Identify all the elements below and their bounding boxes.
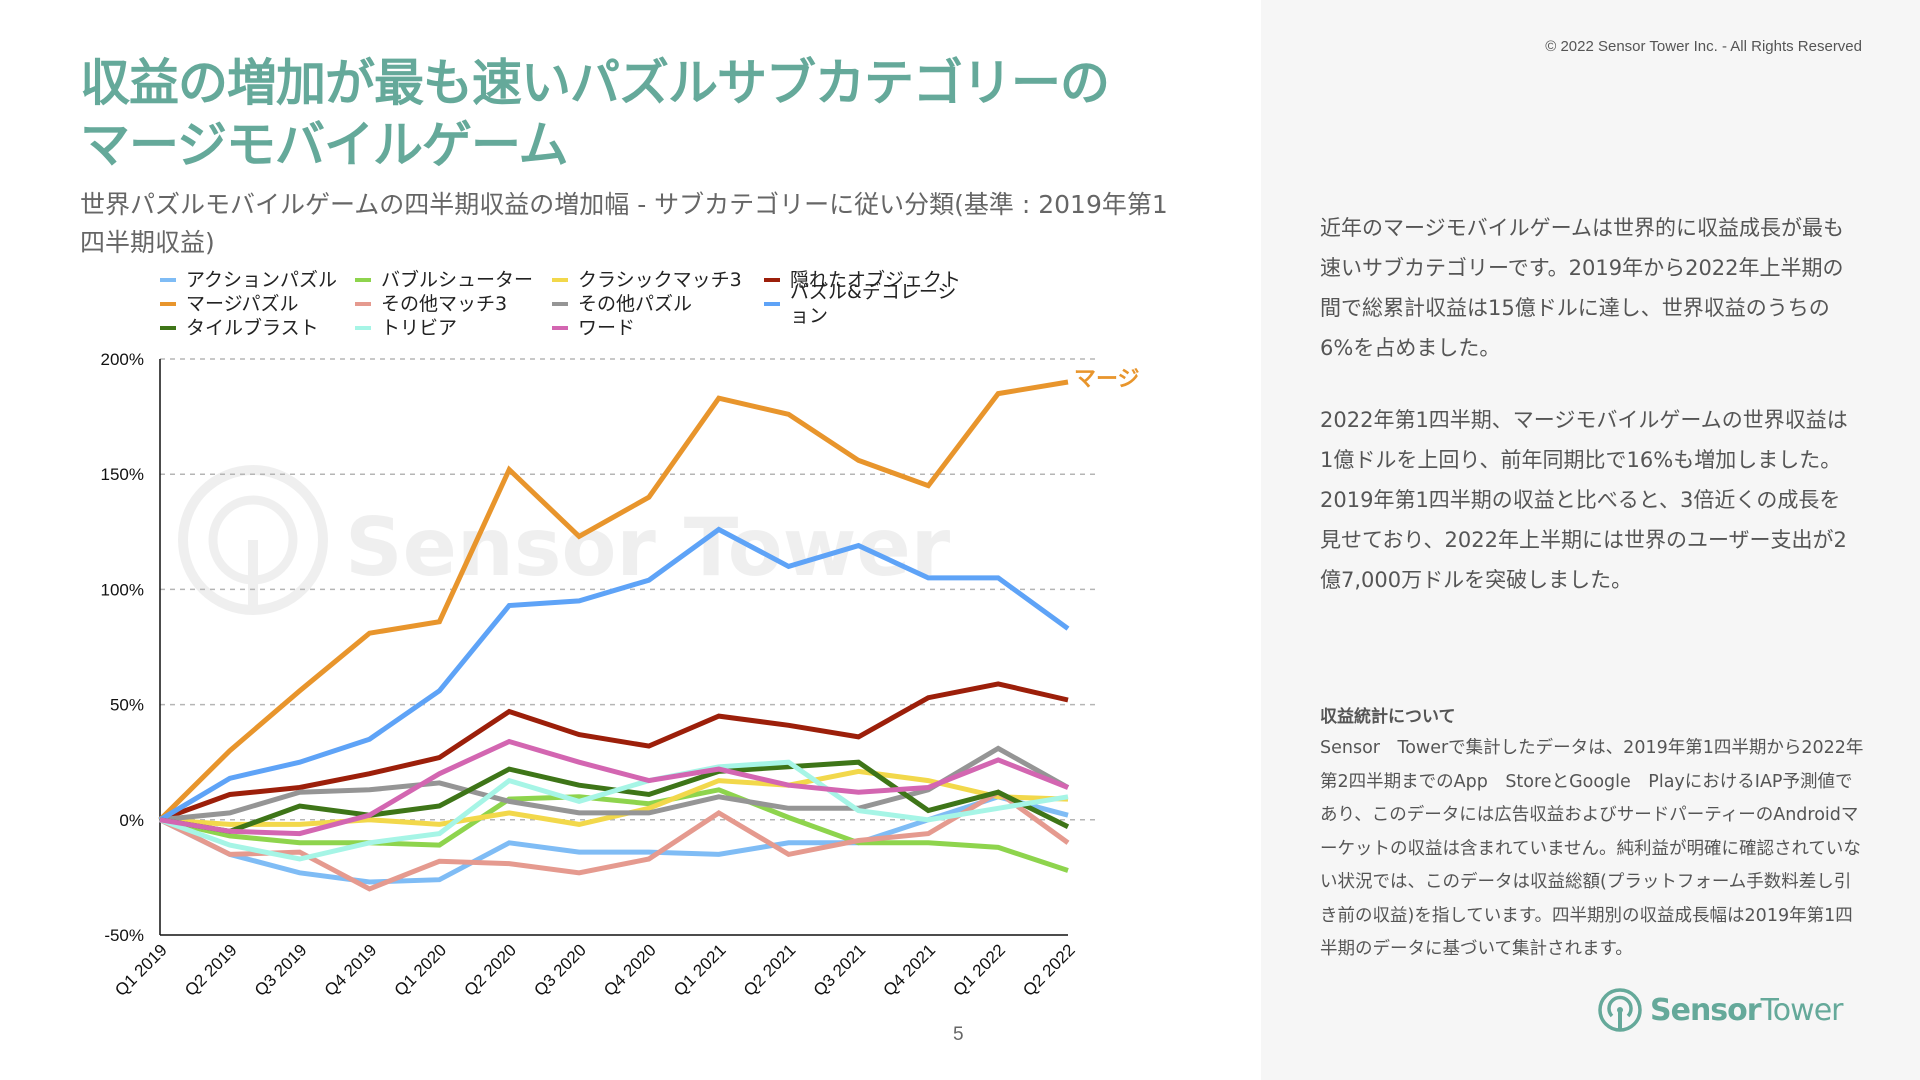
legend-label: ワード xyxy=(578,317,636,339)
legend-item: その他パズル xyxy=(552,292,764,316)
x-tick-label: Q2 2019 xyxy=(181,940,241,1000)
series-line xyxy=(159,759,1069,862)
legend-swatch xyxy=(764,302,780,306)
legend-label: バブルシューター xyxy=(381,269,534,291)
series-line xyxy=(158,379,1069,822)
title-line-2: マージモバイルゲーム xyxy=(80,116,569,174)
legend-item: マージパズル xyxy=(160,292,355,316)
x-tick-label: Q3 2020 xyxy=(530,940,590,1000)
legend-swatch xyxy=(552,278,568,282)
line-chart: Sensor Tower -50% 0% 50% 100% 150% 200% Q1 201… xyxy=(101,350,1140,1000)
x-tick-label: Q4 2021 xyxy=(880,940,940,1000)
watermark: Sensor Tower xyxy=(178,465,951,615)
x-tick-label: Q3 2021 xyxy=(810,940,870,1000)
legend-label: トリビア xyxy=(381,317,458,339)
watermark-logo-inner xyxy=(208,495,298,585)
legend-label: その他マッチ3 xyxy=(381,293,508,315)
legend-item: タイルブラスト xyxy=(160,316,355,340)
x-tick-label: Q4 2019 xyxy=(321,940,381,1000)
y-tick-label: 50% xyxy=(110,696,144,715)
x-tick-label: Q3 2019 xyxy=(251,940,311,1000)
x-tick-label: Q1 2021 xyxy=(670,940,730,1000)
side-panel xyxy=(1261,0,1920,1080)
copyright-notice: © 2022 Sensor Tower Inc. - All Rights Re… xyxy=(1545,38,1862,55)
title-line-1: 収益の増加が最も速いパズルサブカテゴリーの xyxy=(80,54,1110,112)
legend-swatch xyxy=(160,278,176,282)
series-line xyxy=(158,794,1069,885)
chart-legend: アクションパズル バブルシューター クラシックマッチ3 隠れたオブジェクト マー… xyxy=(160,268,1060,340)
legend-label: パズル&デコレーション xyxy=(790,281,957,327)
legend-label: タイルブラスト xyxy=(186,317,319,339)
y-tick-label: 150% xyxy=(101,465,144,484)
y-tick-label: 0% xyxy=(119,811,144,830)
series-line xyxy=(159,768,1069,827)
legend-item: 隠れたオブジェクト xyxy=(764,268,974,292)
legend-row: アクションパズル バブルシューター クラシックマッチ3 隠れたオブジェクト xyxy=(160,268,1060,292)
logo-text-tower: Tower xyxy=(1760,992,1844,1028)
legend-item: パズル&デコレーション xyxy=(764,281,974,327)
legend-row: タイルブラスト トリビア ワード xyxy=(160,316,1060,340)
sensor-tower-logo-icon xyxy=(1598,988,1642,1032)
x-tick-label: Q2 2020 xyxy=(460,940,520,1000)
legend-label: クラシックマッチ3 xyxy=(578,269,742,291)
series-line xyxy=(158,526,1070,822)
series-line xyxy=(159,681,1069,823)
legend-item: バブルシューター xyxy=(355,268,552,292)
x-tick-label: Q2 2021 xyxy=(740,940,800,1000)
y-tick-label: 200% xyxy=(101,350,144,369)
sensor-tower-logo: Sensor Tower xyxy=(1596,986,1843,1034)
x-tick-label: Q1 2020 xyxy=(391,940,451,1000)
legend-swatch xyxy=(160,302,176,306)
legend-swatch xyxy=(355,326,371,330)
summary-paragraph-2: 2022年第1四半期、マージモバイルゲームの世界収益は1億ドルを上回り、前年同期… xyxy=(1320,408,1848,592)
legend-item: アクションパズル xyxy=(160,268,355,292)
legend-label: アクションパズル xyxy=(186,269,338,291)
summary-paragraph-1: 近年のマージモバイルゲームは世界的に収益成長が最も速いサブカテゴリーです。201… xyxy=(1320,216,1844,360)
x-tick-label: Q2 2022 xyxy=(1019,940,1079,1000)
legend-item: トリビア xyxy=(355,316,552,340)
legend-item: その他マッチ3 xyxy=(355,292,552,316)
legend-item: ワード xyxy=(552,316,764,340)
logo-text-sensor: Sensor xyxy=(1650,992,1762,1028)
x-tick-label: Q4 2020 xyxy=(600,940,660,1000)
legend-swatch xyxy=(552,326,568,330)
chart-subtitle: 世界パズルモバイルゲームの四半期収益の増加幅 - サブカテゴリーに従い分類(基準… xyxy=(80,190,1168,257)
series-annotation: マージ xyxy=(1074,367,1140,392)
note-body: Sensor Towerで集計したデータは、2019年第1四半期から2022年第… xyxy=(1320,738,1864,959)
legend-swatch xyxy=(764,278,780,282)
series-line xyxy=(159,787,1069,873)
legend-label: 隠れたオブジェクト xyxy=(790,269,962,291)
page-number: 5 xyxy=(953,1024,964,1045)
legend-swatch xyxy=(552,302,568,306)
legend-label: その他パズル xyxy=(578,293,693,315)
legend-item: クラシックマッチ3 xyxy=(552,268,764,292)
x-tick-label: Q1 2022 xyxy=(949,940,1009,1000)
legend-swatch xyxy=(355,302,371,306)
series-line xyxy=(159,738,1069,837)
watermark-logo-icon xyxy=(178,465,328,615)
legend-row: マージパズル その他マッチ3 その他パズル パズル&デコレーション xyxy=(160,281,1060,327)
legend-swatch xyxy=(160,326,176,330)
x-tick-label: Q1 2019 xyxy=(111,940,171,1000)
note-title: 収益統計について xyxy=(1320,707,1456,727)
y-tick-label: -50% xyxy=(104,926,144,945)
series-line xyxy=(159,745,1070,823)
legend-label: マージパズル xyxy=(186,293,299,315)
y-tick-label: 100% xyxy=(101,580,144,599)
legend-swatch xyxy=(355,278,371,282)
page-title: 収益の増加が最も速いパズルサブカテゴリーの マージモバイルゲーム xyxy=(80,52,1180,176)
